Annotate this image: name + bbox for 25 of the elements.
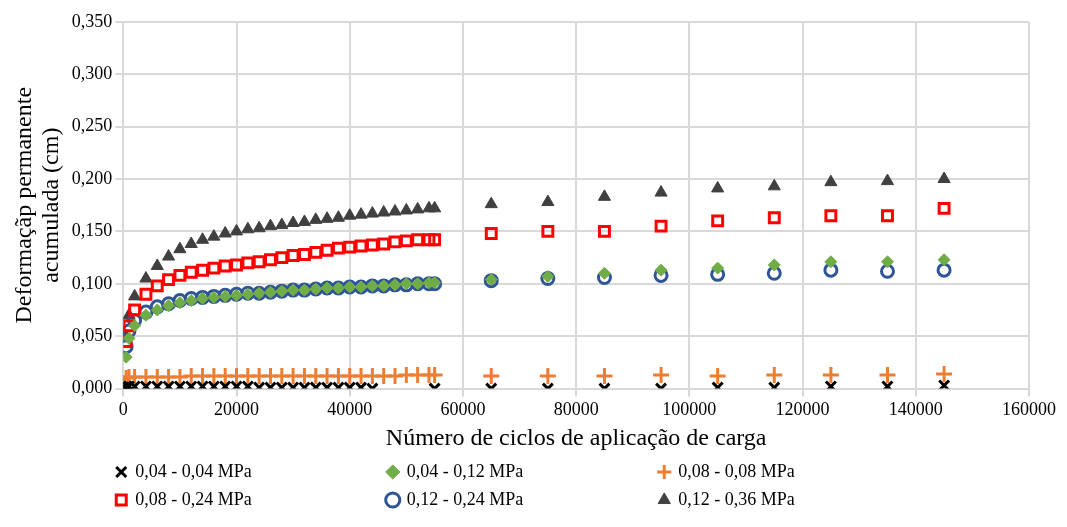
x-tick-label: 40000	[327, 399, 373, 420]
x-tick-label: 160000	[1002, 399, 1056, 420]
y-tick-label: 0,000	[71, 377, 113, 398]
x-axis-title: Número de ciclos de aplicação de carga	[385, 423, 767, 450]
legend-label: 0,12 - 0,24 MPa	[406, 488, 650, 509]
legend-label: 0,04 - 0,04 MPa	[135, 460, 378, 481]
y-tick-label: 0,050	[71, 324, 113, 345]
y-tick-label: 0,250	[71, 115, 113, 136]
legend-label: 0,08 - 0,24 MPa	[135, 488, 378, 509]
legend-label: 0,12 - 0,36 MPa	[678, 488, 921, 509]
x-tick-label: 20000	[214, 399, 260, 420]
y-axis-title: Deformaçãp permanente acumulada (cm)	[10, 86, 63, 324]
x-tick-label: 120000	[775, 399, 830, 420]
x-tick-label: 80000	[553, 399, 599, 420]
legend-label: 0,08 - 0,08 MPa	[678, 460, 921, 481]
y-tick-label: 0,200	[71, 167, 113, 188]
x-tick-label: 0	[118, 399, 128, 420]
y-tick-label: 0,300	[71, 62, 113, 83]
x-tick-label: 140000	[888, 399, 943, 420]
y-tick-label: 0,150	[71, 220, 113, 241]
y-tick-label: 0,100	[71, 272, 113, 293]
x-tick-label: 100000	[662, 399, 717, 420]
legend-label: 0,04 - 0,12 MPa	[406, 460, 650, 481]
y-tick-label: 0,350	[71, 10, 113, 31]
x-tick-label: 60000	[440, 399, 486, 420]
